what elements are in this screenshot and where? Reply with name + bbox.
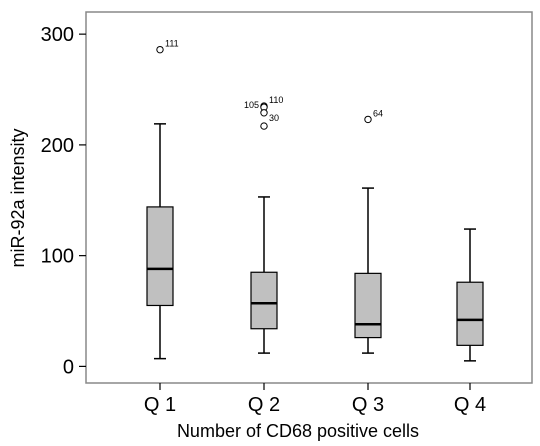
outlier-point-q2-4 <box>260 122 268 130</box>
outlier-label-105: 105 <box>244 100 259 110</box>
outlier-point-q1-1 <box>156 45 164 54</box>
outlier-label-110: 110 <box>269 95 283 105</box>
box-q3 <box>354 272 382 339</box>
x-tick-label-q1: Q 1 <box>144 394 176 416</box>
outlier-label-30: 30 <box>269 113 279 123</box>
outlier-label-111: 111 <box>165 39 179 49</box>
y-axis-title: miR-92a intensity <box>8 128 28 267</box>
y-tick-label-100: 100 <box>41 246 74 268</box>
plot-frame <box>85 11 533 384</box>
outlier-label-64: 64 <box>373 108 383 118</box>
y-tick-label-200: 200 <box>41 135 74 157</box>
x-tick-label-q3: Q 3 <box>352 394 384 416</box>
x-axis-title: Number of CD68 positive cells <box>177 421 419 441</box>
x-tick-label-q2: Q 2 <box>248 394 280 416</box>
y-tick-label-300: 300 <box>41 24 74 46</box>
y-tick-label-0: 0 <box>63 356 74 378</box>
outlier-point-q3-1 <box>364 115 372 124</box>
box-q1 <box>146 206 174 307</box>
box-q2 <box>250 271 278 330</box>
x-tick-label-q4: Q 4 <box>454 394 486 416</box>
box-q4 <box>456 281 484 346</box>
outlier-point-q2-3 <box>260 109 268 117</box>
